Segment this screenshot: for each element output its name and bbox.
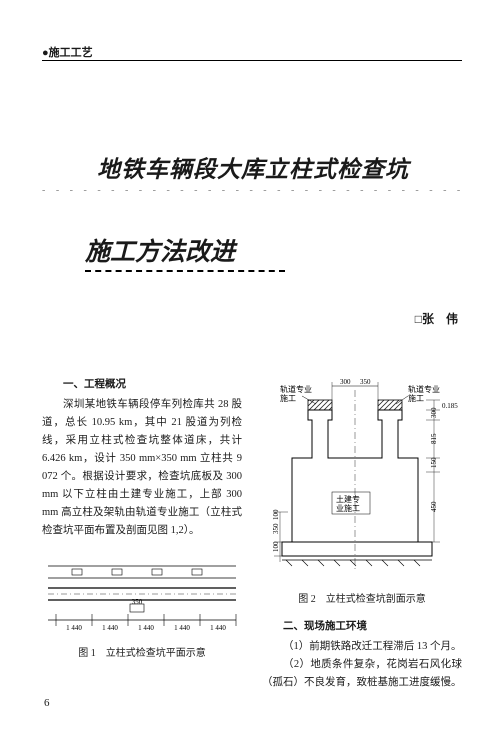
author: □张 伟 (415, 310, 458, 327)
fig1-dim-2: 1 440 (138, 624, 154, 632)
right-column: 二、现场施工环境 （1）前期铁路改迁工程滞后 13 个月。 （2）地质条件复杂，… (262, 618, 462, 692)
figure-1-svg: 350 1 440 1 440 1 440 1 440 1 440 (42, 560, 242, 638)
fig2-dim-r5: 450 (430, 501, 438, 512)
fig1-dim-1: 1 440 (102, 624, 118, 632)
fig2-dim-l1: 100 (272, 541, 280, 552)
section2-p2: （2）地质条件复杂，花岗岩石风化球（孤石）不良发育，致桩基施工进度缓慢。 (262, 656, 462, 692)
fig2-dim-r4: 150 (430, 457, 438, 468)
figure-2-svg: 300 350 轨道专业施工 轨道专业施工 土建专业施工 0.185 300 8… (262, 372, 462, 582)
title-main: 地铁车辆段大库立柱式检查坑 (38, 150, 468, 184)
fig2-dim-l3: 100 (272, 509, 280, 520)
section2-p1: （1）前期铁路改迁工程滞后 13 个月。 (262, 638, 462, 656)
fig2-dim-300: 300 (340, 378, 351, 386)
fig2-dim-r2: 300 (430, 407, 438, 418)
figure-2: 300 350 轨道专业施工 轨道专业施工 土建专业施工 0.185 300 8… (262, 372, 462, 605)
section-tag: ●施工工艺 (42, 44, 93, 60)
fig1-dim-350: 350 (132, 598, 143, 606)
left-column: 一、工程概况 深圳某地铁车辆段停车列检库共 28 股道，总长 10.95 km，… (42, 376, 242, 540)
figure-2-caption: 图 2 立柱式检查坑剖面示意 (262, 590, 462, 605)
figure-1: 350 1 440 1 440 1 440 1 440 1 440 图 1 立柱… (42, 560, 242, 659)
section1-body: 深圳某地铁车辆段停车列检库共 28 股道，总长 10.95 km，其中 21 股… (42, 396, 242, 540)
figure-1-caption: 图 1 立柱式检查坑平面示意 (42, 644, 242, 659)
fig1-dim-4: 1 440 (210, 624, 226, 632)
fig1-dim-3: 1 440 (174, 624, 190, 632)
title-sub: 施工方法改进 (85, 232, 235, 268)
section1-heading: 一、工程概况 (42, 376, 242, 394)
title-dashes: - - - - - - - - - - - - - - - - - - - - … (42, 185, 462, 196)
fig2-label-mid: 土建专业施工 (336, 494, 360, 513)
page-number: 6 (44, 697, 50, 709)
fig1-dim-0: 1 440 (66, 624, 82, 632)
fig2-dim-r3: 815 (430, 433, 438, 444)
fig2-dim-l2: 350 (272, 523, 280, 534)
header-rule (42, 60, 462, 61)
fig2-dim-350: 350 (360, 378, 371, 386)
title-sub-underline (85, 270, 285, 272)
section2-heading: 二、现场施工环境 (262, 618, 462, 636)
fig2-dim-r1: 0.185 (442, 402, 458, 410)
